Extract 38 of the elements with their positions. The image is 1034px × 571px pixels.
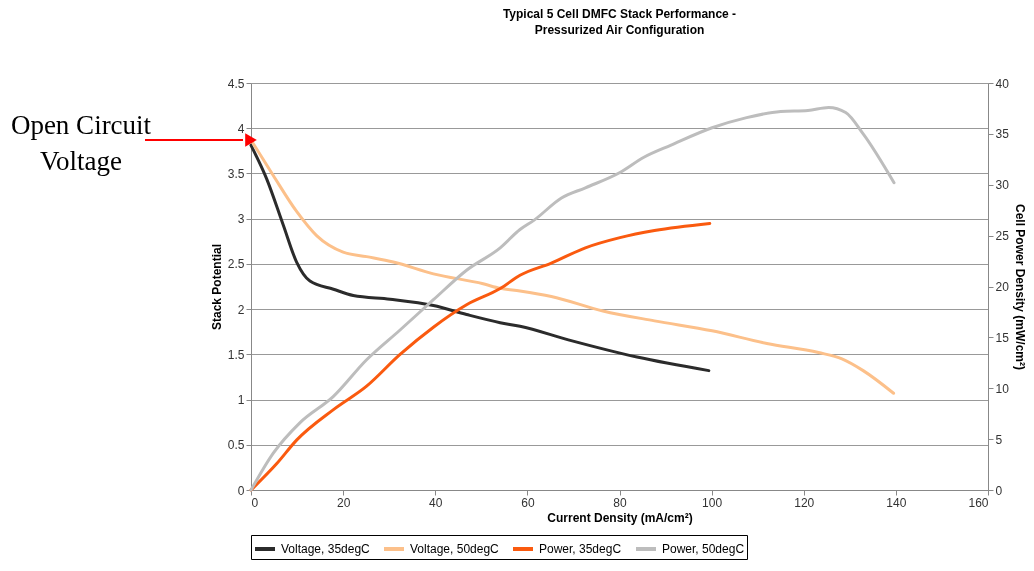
x-tick-label: 160 bbox=[968, 495, 989, 510]
y2-tick-label: 0 bbox=[995, 483, 1003, 498]
x-tick-label: 80 bbox=[613, 495, 627, 510]
y-tick-label: 1.5 bbox=[227, 347, 245, 362]
legend-label: Voltage, 35degC bbox=[281, 542, 371, 556]
chart-title: Typical 5 Cell DMFC Stack Performance - bbox=[502, 7, 737, 21]
y-tick-label: 4 bbox=[237, 121, 245, 136]
y2-tick-label: 10 bbox=[995, 381, 1010, 396]
x-tick-label: 120 bbox=[794, 495, 815, 510]
legend-label: Power, 35degC bbox=[539, 542, 622, 556]
y2-tick-label: 5 bbox=[995, 432, 1003, 447]
legend-label: Power, 50degC bbox=[662, 542, 745, 556]
y-tick-label: 0.5 bbox=[227, 438, 245, 453]
y2-tick-label: 25 bbox=[995, 229, 1010, 244]
y2-tick-label: 40 bbox=[995, 76, 1010, 91]
y2-axis-title: Cell Power Density (mW/cm²) bbox=[1012, 203, 1027, 371]
y2-tick-label: 15 bbox=[995, 330, 1010, 345]
y-tick-label: 1 bbox=[237, 393, 245, 408]
legend-label: Voltage, 50degC bbox=[410, 542, 500, 556]
y-axis-title: Stack Potential bbox=[209, 243, 224, 331]
annotation: Open Circuit Voltage bbox=[10, 109, 152, 176]
x-axis-title: Current Density (mA/cm²) bbox=[547, 510, 693, 525]
y-tick-label: 4.5 bbox=[227, 76, 245, 91]
y-tick-label: 2 bbox=[237, 302, 245, 317]
x-tick-label: 60 bbox=[521, 495, 535, 510]
y-tick-label: 0 bbox=[237, 483, 245, 498]
x-tick-label: 40 bbox=[429, 495, 443, 510]
y2-tick-label: 30 bbox=[995, 178, 1010, 193]
y-tick-label: 2.5 bbox=[227, 257, 245, 272]
y2-tick-label: 20 bbox=[995, 280, 1010, 294]
x-tick-label: 100 bbox=[702, 495, 723, 510]
x-tick-label: 140 bbox=[886, 495, 907, 510]
y-tick-label: 3 bbox=[237, 212, 245, 227]
y2-tick-label: 35 bbox=[995, 127, 1010, 142]
chart-subtitle: Pressurized Air Configuration bbox=[534, 23, 705, 37]
x-tick-label: 20 bbox=[336, 495, 351, 510]
y-tick-label: 3.5 bbox=[227, 166, 245, 181]
x-tick-label: 0 bbox=[251, 495, 259, 510]
